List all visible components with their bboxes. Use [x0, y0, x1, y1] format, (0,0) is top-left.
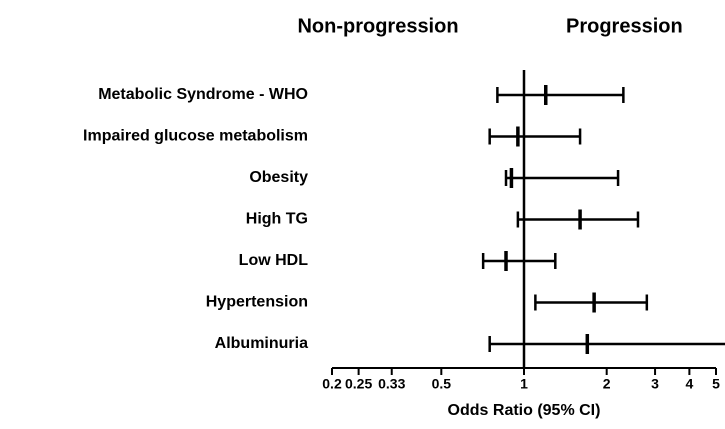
x-tick-label: 2 [603, 376, 611, 392]
right-header: Progression [566, 15, 683, 37]
x-tick-label: 0.2 [322, 376, 342, 392]
category-label: Low HDL [239, 252, 309, 269]
category-label: High TG [246, 211, 308, 228]
x-tick-label: 1 [520, 376, 528, 392]
category-label: Albuminuria [215, 335, 308, 352]
x-tick-label: 5 [712, 376, 720, 392]
category-label: Obesity [249, 169, 308, 186]
x-tick-label: 4 [685, 376, 693, 392]
x-tick-label: 0.25 [345, 376, 372, 392]
x-axis-label: Odds Ratio (95% CI) [448, 402, 601, 419]
x-tick-label: 3 [651, 376, 659, 392]
category-label: Hypertension [206, 294, 308, 311]
category-label: Metabolic Syndrome - WHO [98, 86, 308, 103]
left-header: Non-progression [297, 15, 458, 37]
category-label: Impaired glucose metabolism [83, 128, 308, 145]
x-tick-label: 0.5 [432, 376, 452, 392]
x-tick-label: 0.33 [378, 376, 405, 392]
